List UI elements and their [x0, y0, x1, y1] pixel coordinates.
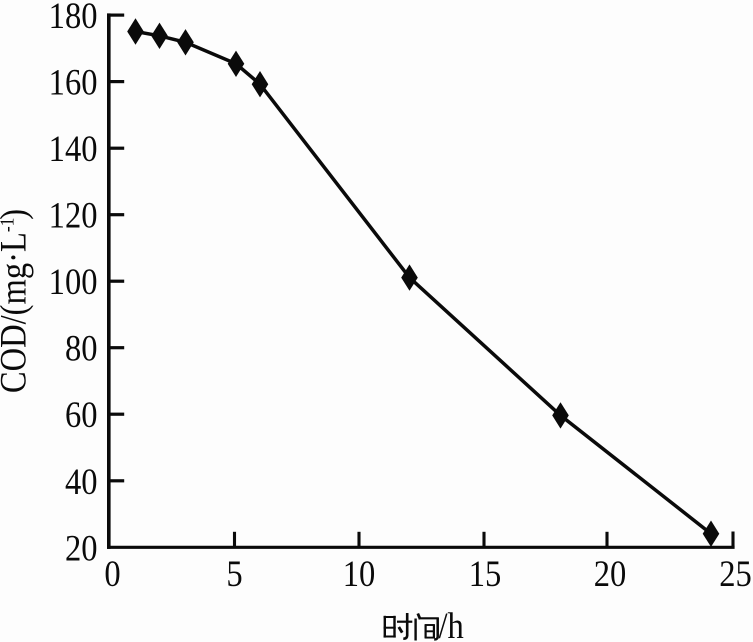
svg-text:0: 0 — [104, 553, 120, 594]
svg-text:5: 5 — [226, 553, 242, 594]
svg-text:60: 60 — [65, 394, 98, 435]
svg-text:15: 15 — [469, 553, 502, 594]
svg-text:10: 10 — [343, 553, 376, 594]
svg-text:140: 140 — [49, 128, 98, 169]
svg-text:100: 100 — [49, 261, 98, 302]
svg-text:120: 120 — [49, 195, 98, 236]
svg-text:COD/(mg·L-1): COD/(mg·L-1) — [0, 209, 34, 393]
svg-text:40: 40 — [65, 461, 98, 502]
svg-text:20: 20 — [594, 553, 627, 594]
svg-text:160: 160 — [49, 62, 98, 103]
svg-text:20: 20 — [65, 527, 98, 568]
svg-text:180: 180 — [49, 0, 98, 37]
svg-text:/h: /h — [439, 605, 464, 642]
svg-text:25: 25 — [719, 553, 752, 594]
svg-text:80: 80 — [65, 328, 98, 369]
